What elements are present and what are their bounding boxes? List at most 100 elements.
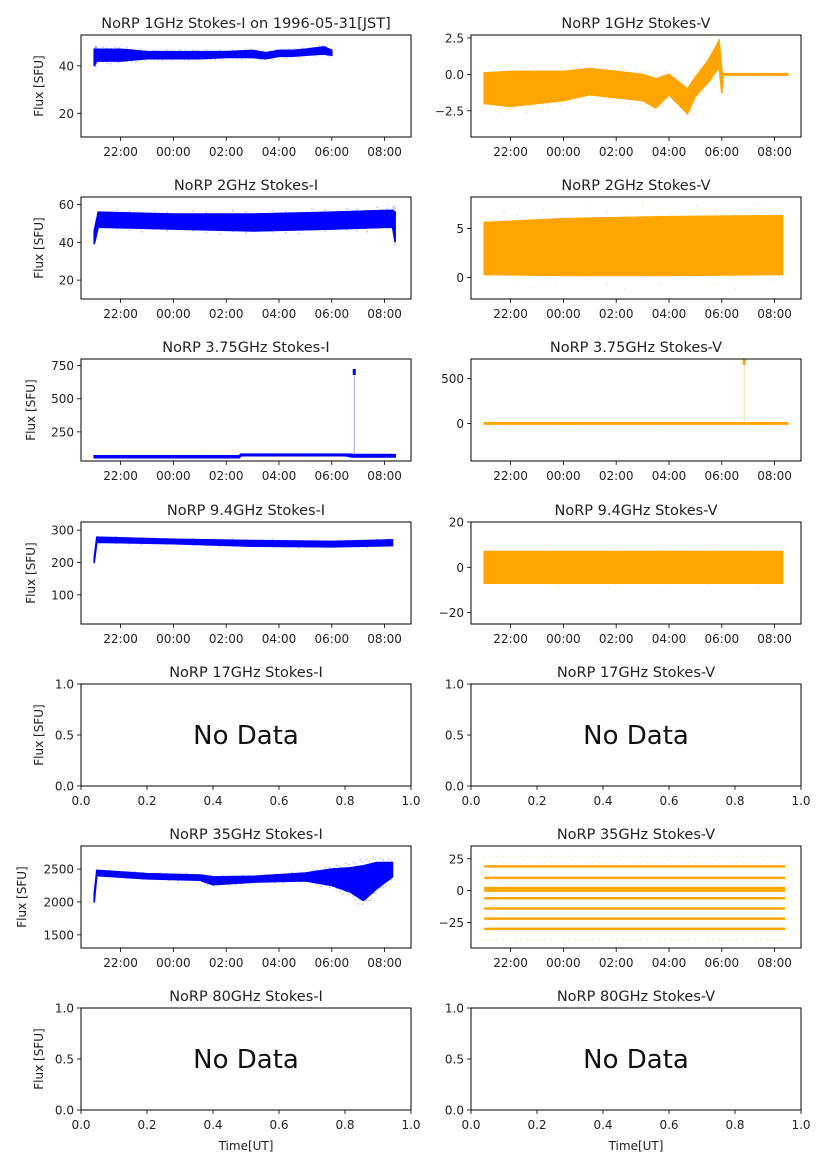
data-band	[93, 209, 396, 245]
data-point	[609, 421, 612, 424]
data-point	[362, 453, 365, 455]
data-point	[248, 454, 251, 457]
data-point	[259, 50, 262, 53]
data-point	[115, 536, 117, 538]
data-point	[721, 71, 724, 74]
data-point	[116, 228, 118, 230]
x-tick-label: 06:00	[705, 307, 740, 321]
x-tick-label: 08:00	[757, 956, 792, 970]
data-point	[192, 49, 194, 51]
x-tick-label: 02:00	[209, 469, 244, 483]
y-tick-label: 1.0	[445, 678, 464, 692]
data-point	[283, 56, 286, 58]
data-point	[336, 546, 338, 548]
data-point	[341, 893, 344, 895]
data-point	[298, 540, 300, 542]
y-axis-label: Flux [SFU]	[32, 55, 46, 116]
data-point	[551, 69, 554, 72]
x-tick-label: 0.4	[203, 794, 222, 808]
data-point	[608, 97, 611, 99]
data-point	[749, 74, 751, 77]
data-point	[284, 232, 287, 234]
data-point	[719, 50, 722, 52]
data-point	[326, 54, 329, 57]
data-point	[760, 74, 762, 77]
data-point	[94, 551, 97, 553]
data-point	[284, 546, 287, 549]
data-point	[133, 871, 136, 873]
data-point	[361, 860, 364, 863]
data-point	[166, 58, 168, 60]
data-point	[586, 97, 589, 100]
plot-area	[484, 855, 786, 940]
plot-area	[483, 203, 784, 290]
data-point	[318, 455, 320, 457]
data-band	[483, 214, 784, 277]
data-point	[128, 229, 131, 232]
data-point	[94, 544, 97, 547]
data-point	[357, 903, 359, 905]
data-point	[179, 49, 181, 52]
data-point	[105, 62, 108, 64]
data-point	[236, 49, 238, 52]
x-tick-label: 08:00	[367, 145, 402, 159]
data-point	[738, 74, 741, 76]
data-point	[94, 550, 96, 553]
data-point	[153, 542, 156, 545]
data-point	[103, 226, 106, 229]
data-point	[390, 879, 393, 881]
data-point	[329, 54, 331, 56]
x-tick-label: 0.2	[137, 1118, 156, 1132]
x-tick-label: 22:00	[493, 469, 528, 483]
data-point	[507, 109, 510, 112]
x-tick-label: 04:00	[262, 145, 297, 159]
data-point	[323, 46, 326, 48]
axes-frame	[80, 34, 412, 138]
data-point	[179, 213, 181, 215]
data-point	[394, 243, 396, 246]
x-tick-label: 00:00	[546, 956, 581, 970]
y-tick-label: 0	[456, 417, 464, 431]
data-point	[350, 456, 352, 458]
y-axis-label: Flux [SFU]	[32, 217, 46, 278]
data-point	[271, 546, 274, 548]
data-point	[245, 211, 247, 213]
data-point	[324, 209, 327, 211]
data-point	[94, 65, 96, 67]
data-point	[642, 73, 645, 76]
data-point	[335, 864, 338, 867]
panel-title: NoRP 9.4GHz Stokes-I	[167, 503, 325, 519]
data-point	[529, 218, 532, 220]
data-point	[185, 879, 188, 881]
data-point	[494, 108, 497, 111]
panel-title: NoRP 35GHz Stokes-V	[557, 827, 715, 843]
data-point	[306, 871, 309, 874]
y-tick-label: 60	[59, 198, 74, 212]
data-point	[352, 895, 355, 897]
axes-frame	[470, 358, 802, 462]
plot-area	[93, 205, 396, 246]
data-point	[672, 73, 675, 75]
data-point	[756, 546, 759, 549]
data-point	[760, 72, 762, 75]
data-point	[692, 75, 695, 77]
data-point	[324, 539, 327, 542]
data-point	[113, 46, 116, 48]
data-point	[153, 536, 156, 539]
axes-frame	[80, 358, 412, 462]
data-point	[108, 876, 111, 878]
data-point	[95, 537, 98, 540]
data-point	[385, 885, 387, 887]
data-point	[571, 274, 573, 277]
data-point	[622, 99, 624, 102]
data-band	[93, 536, 394, 564]
data-point	[125, 877, 127, 880]
data-point	[238, 454, 241, 457]
data-point	[679, 81, 681, 84]
panel-title: NoRP 17GHz Stokes-I	[169, 665, 323, 681]
x-tick-label: 04:00	[262, 469, 297, 483]
data-point	[311, 869, 313, 871]
data-point	[662, 104, 665, 107]
data-point	[708, 57, 711, 59]
data-point	[490, 273, 492, 276]
